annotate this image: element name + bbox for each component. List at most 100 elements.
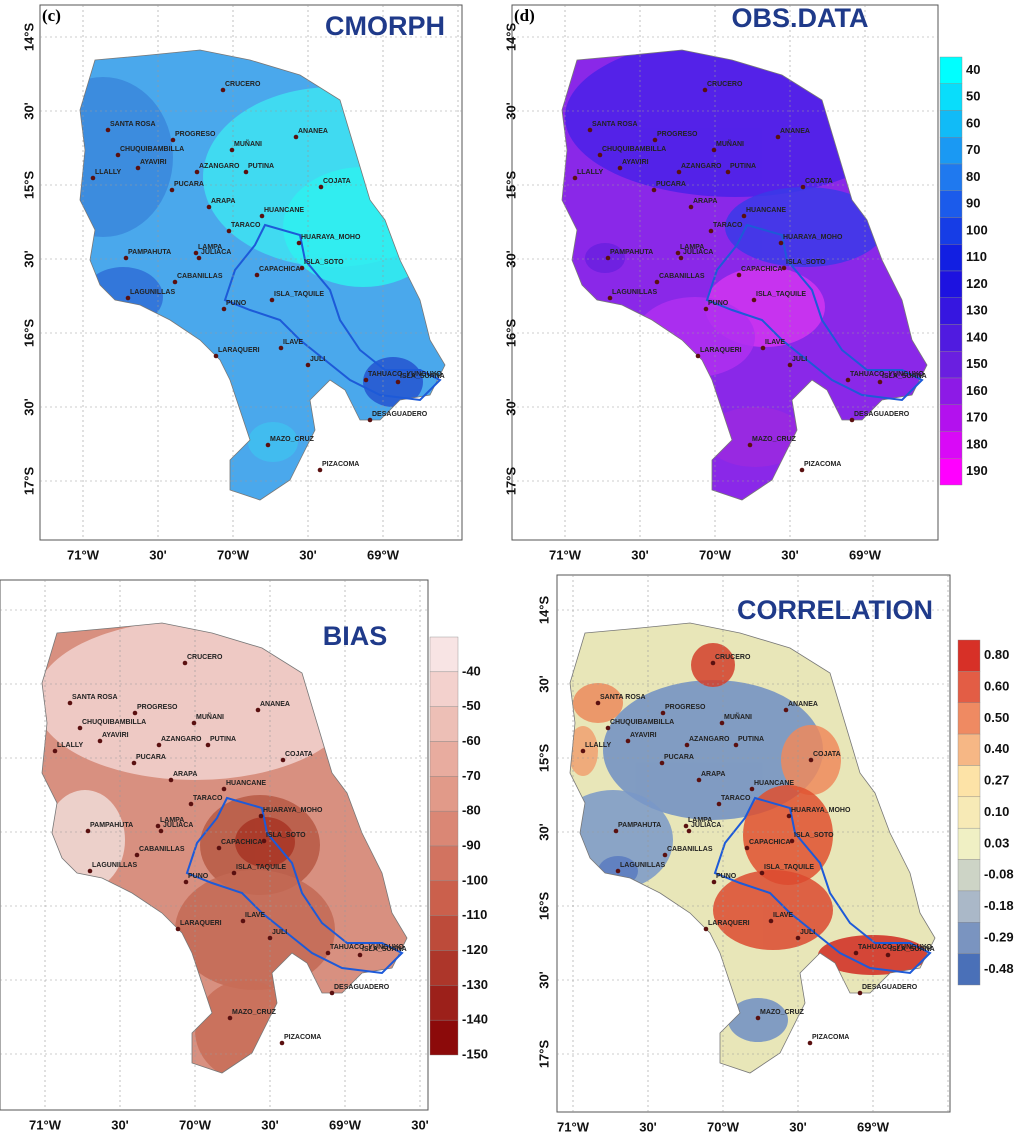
- station-dot: [135, 165, 141, 171]
- station-label: ISLA_SOTO: [786, 259, 826, 266]
- colorbar-label: -40: [462, 663, 481, 678]
- lat-tick-label: 30': [503, 250, 518, 268]
- station-label: COJATA: [285, 751, 313, 758]
- colorbar-label: 70: [966, 142, 980, 157]
- colorbar-swatch: [939, 163, 963, 191]
- colorbar-label: -140: [462, 1012, 488, 1027]
- station-dot: [749, 786, 755, 792]
- field-blob: [725, 187, 885, 267]
- station-label: LAMPA: [160, 817, 184, 824]
- station-label: ISLA_SUANA: [890, 946, 935, 953]
- station-dot: [605, 255, 611, 261]
- station-dot: [258, 813, 264, 819]
- station-dot: [182, 660, 188, 666]
- station-label: TARACO: [193, 795, 223, 802]
- colorbar-label: -130: [462, 977, 488, 992]
- station-label: ISLA_TAQUILE: [236, 864, 286, 871]
- lat-tick-label: 16°S: [21, 319, 36, 348]
- station-label: PROGRESO: [657, 131, 698, 138]
- colorbar-swatch: [429, 776, 459, 812]
- colorbar-label: 120: [966, 276, 988, 291]
- station-label: LLALLY: [577, 169, 604, 176]
- lon-tick-label: 70°W: [179, 1117, 212, 1132]
- colorbar-swatch: [939, 458, 963, 486]
- station-label: PUNO: [716, 873, 737, 880]
- station-label: JULI: [792, 356, 807, 363]
- station-label: TAHUACO_YUNGUYO: [850, 371, 924, 378]
- station-label: TAHUACO_YUNGUYO: [858, 944, 932, 951]
- lat-tick-label: 30': [536, 823, 551, 841]
- station-dot: [226, 228, 232, 234]
- station-label: MAZO_CRUZ: [752, 436, 797, 443]
- station-dot: [269, 297, 275, 303]
- station-label: LARAQUERI: [700, 347, 742, 354]
- colorbar-label: 150: [966, 356, 988, 371]
- station-label: TAHUACO_YUNGUYO: [368, 371, 442, 378]
- station-dot: [170, 137, 176, 143]
- region-border: [41, 622, 408, 1074]
- station-dot: [265, 442, 271, 448]
- lat-tick-label: 15°S: [503, 171, 518, 200]
- colorbar-swatch: [939, 270, 963, 298]
- station-label: AZANGARO: [199, 163, 240, 170]
- station-label: PUCARA: [136, 754, 166, 761]
- station-label: LARAQUERI: [708, 920, 750, 927]
- lake-titicaca: [713, 796, 932, 975]
- map-panel: 71°W 30' 70°W 30' 69°W 14°S 30' 15°S 30' 16°S 30' 1…: [536, 574, 1014, 1134]
- station-dot: [125, 295, 131, 301]
- station-label: TARACO: [713, 222, 743, 229]
- colorbar-swatch: [939, 351, 963, 379]
- station-label: MUÑANI: [716, 139, 744, 148]
- station-dot: [134, 852, 140, 858]
- station-dot: [615, 868, 621, 874]
- map-panel: 71°W 30' 70°W 30' 69°W 30' CRUCERO ANANEA SANTA …: [0, 579, 488, 1132]
- colorbar-label: 80: [966, 169, 980, 184]
- station-dot: [768, 918, 774, 924]
- lake-titicaca: [223, 223, 442, 402]
- station-dot: [747, 442, 753, 448]
- station-dot: [783, 707, 789, 713]
- station-label: LLALLY: [57, 742, 84, 749]
- station-label: ANANEA: [788, 701, 818, 708]
- colorbar-swatch: [429, 741, 459, 777]
- station-label: AYAVIRI: [102, 732, 129, 739]
- lat-tick-label: 15°S: [536, 744, 551, 773]
- station-dot: [595, 700, 601, 706]
- station-dot: [279, 1040, 285, 1046]
- station-label: ARAPA: [693, 198, 717, 205]
- station-label: MAZO_CRUZ: [232, 1009, 277, 1016]
- map-panel: 71°W 30' 70°W 30' 69°W 14°S 30' 15°S 30' 16°S 30' 1…: [503, 3, 987, 562]
- station-label: JULIACA: [683, 249, 713, 256]
- station-label: ISLA_TAQUILE: [274, 291, 324, 298]
- station-label: CRUCERO: [715, 654, 751, 661]
- panel-label: (d): [514, 6, 535, 25]
- station-label: LAGUNILLAS: [130, 289, 175, 296]
- lon-tick-label: 30': [411, 1117, 429, 1132]
- station-dot: [651, 187, 657, 193]
- station-label: PAMPAHUTA: [618, 822, 661, 829]
- colorbar-label: 90: [966, 196, 980, 211]
- colorbar-swatch: [957, 733, 981, 766]
- station-dot: [293, 134, 299, 140]
- station-label: JULIACA: [201, 249, 231, 256]
- station-label: MAZO_CRUZ: [270, 436, 315, 443]
- station-label: HUARAYA_MOHO: [783, 234, 843, 241]
- colorbar-swatch: [939, 404, 963, 432]
- colorbar-swatch: [429, 880, 459, 916]
- station-dot: [67, 700, 73, 706]
- station-label: SANTA ROSA: [110, 121, 156, 128]
- station-dot: [191, 720, 197, 726]
- colorbar-label: -120: [462, 942, 488, 957]
- station-dot: [155, 823, 161, 829]
- station-dot: [686, 828, 692, 834]
- colorbar-label: 0.27: [984, 773, 1009, 788]
- station-dot: [305, 362, 311, 368]
- lat-tick-label: 30': [21, 250, 36, 268]
- colorbar-label: 110: [966, 249, 987, 264]
- station-dot: [194, 169, 200, 175]
- station-label: CABANILLAS: [139, 846, 185, 853]
- station-label: CRUCERO: [225, 81, 261, 88]
- station-label: CAPACHICA: [259, 266, 300, 273]
- station-dot: [695, 353, 701, 359]
- station-dot: [131, 760, 137, 766]
